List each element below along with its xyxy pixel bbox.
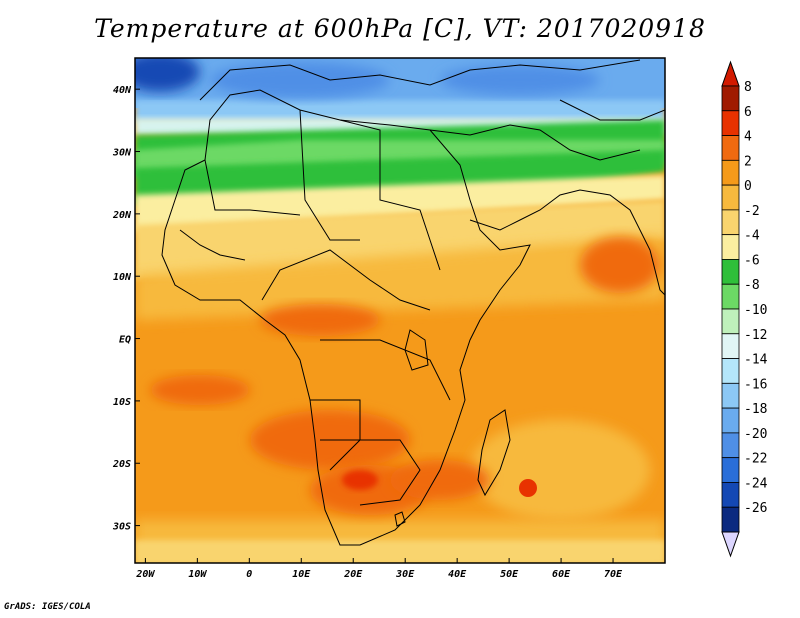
colorbar-label: 4 xyxy=(744,130,752,145)
map-frame xyxy=(134,57,666,564)
longitude-axis: 20W 10W 0 10E 20E 30E 40E 50E 60E 70E xyxy=(135,558,623,580)
colorbar-swatch xyxy=(721,184,740,211)
colorbar-swatch xyxy=(721,506,740,533)
colorbar-label: -22 xyxy=(744,452,767,467)
colorbar-swatch xyxy=(721,209,740,236)
colorbar-swatch xyxy=(721,407,740,434)
lon-tick-label: 10E xyxy=(292,569,311,580)
colorbar-swatch xyxy=(721,457,740,483)
lon-tick-label: 0 xyxy=(246,569,252,580)
colorbar-swatch xyxy=(721,432,740,459)
lat-tick-label: 20N xyxy=(112,210,132,221)
lat-tick-label: EQ xyxy=(119,335,131,346)
colorbar-label: -18 xyxy=(744,402,767,417)
colorbar-label: 2 xyxy=(744,154,752,169)
temperature-field xyxy=(135,58,665,563)
colorbar-label: -24 xyxy=(744,476,768,491)
colorbar-swatch xyxy=(721,382,740,409)
colorbar-swatch xyxy=(721,259,740,285)
colorbar-swatch xyxy=(721,234,740,260)
lat-tick-label: 20S xyxy=(112,459,131,470)
lon-tick-label: 30E xyxy=(395,569,415,580)
colorbar-label: -2 xyxy=(744,204,760,219)
lon-tick-label: 70E xyxy=(604,569,623,580)
lat-tick-label: 10N xyxy=(113,272,132,283)
lat-tick-label: 30N xyxy=(112,148,132,159)
colorbar-label: -12 xyxy=(744,328,767,343)
lat-tick-label: 30S xyxy=(112,522,131,533)
colorbar-label: -8 xyxy=(744,278,760,293)
lon-tick-label: 10W xyxy=(188,569,207,580)
colorbar-swatch xyxy=(721,135,740,161)
colorbar-label: 0 xyxy=(744,179,752,194)
colorbar-label: -26 xyxy=(744,501,767,516)
colorbar-label: 8 xyxy=(744,80,752,95)
colorbar-swatch xyxy=(721,358,740,384)
colorbar-label: -20 xyxy=(744,427,767,442)
latitude-axis: 40N 30N 20N 10N EQ 10S 20S 30S xyxy=(112,85,140,533)
lon-tick-label: 60E xyxy=(552,569,571,580)
colorbar-swatch xyxy=(721,308,740,335)
colorbar-swatch xyxy=(721,283,740,310)
colorbar-swatch xyxy=(721,482,740,508)
colorbar-over-arrow xyxy=(721,60,740,87)
credit-text: GrADS: IGES/COLA xyxy=(4,602,91,612)
colorbar-label: -4 xyxy=(744,229,760,244)
colorbar-label: -10 xyxy=(744,303,767,318)
colorbar-label: 6 xyxy=(744,105,752,120)
map-title: Temperature at 600hPa [C], VT: 201702091… xyxy=(94,14,706,43)
lat-tick-label: 10S xyxy=(113,397,131,408)
colorbar: 8 6 4 2 0 -2 -4 -6 -8 -10 -12 -14 -16 -18 -20 -22 -24 -26 xyxy=(721,60,768,558)
coastlines xyxy=(161,59,665,546)
lon-tick-label: 40E xyxy=(448,569,467,580)
colorbar-under-arrow xyxy=(721,531,740,558)
colorbar-label: -14 xyxy=(744,353,768,368)
colorbar-swatch xyxy=(721,85,740,112)
lat-tick-label: 40N xyxy=(113,85,132,96)
lon-tick-label: 50E xyxy=(500,569,519,580)
colorbar-swatch xyxy=(721,159,740,186)
colorbar-label: -16 xyxy=(744,377,767,392)
colorbar-swatch xyxy=(721,333,740,359)
colorbar-label: -6 xyxy=(744,253,760,268)
colorbar-swatch xyxy=(721,110,740,136)
lon-tick-label: 20W xyxy=(135,569,155,580)
lon-tick-label: 20E xyxy=(343,569,363,580)
